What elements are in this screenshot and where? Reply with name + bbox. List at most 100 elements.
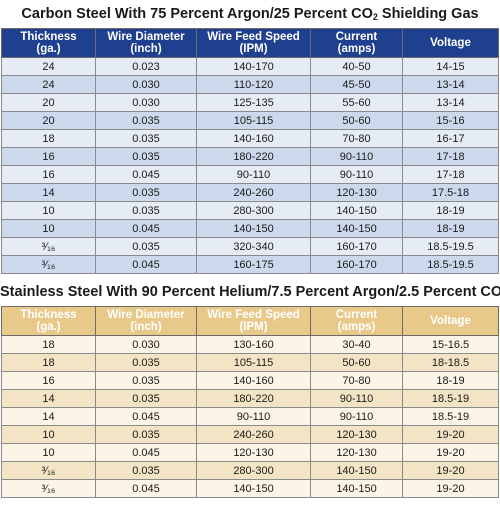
header-voltage: Voltage (402, 28, 499, 58)
cell-wire-diameter: 0.035 (95, 425, 197, 444)
table-row: 16 0.035 180-220 90-110 17-18 (1, 147, 499, 166)
cell-thickness: 16 (1, 165, 96, 184)
cell-wire-feed-speed: 130-160 (196, 335, 311, 354)
cell-current: 90-110 (310, 147, 403, 166)
cell-current: 120-130 (310, 183, 403, 202)
table-row: 10 0.045 140-150 140-150 18-19 (1, 219, 499, 238)
cell-current: 70-80 (310, 371, 403, 390)
header-row: Thickness (ga.) Wire Diameter (inch) Wire Fe… (1, 28, 499, 58)
cell-thickness: 10 (1, 425, 96, 444)
cell-thickness: 24 (1, 57, 96, 76)
header-unit: (IPM) (239, 43, 268, 55)
cell-current: 140-150 (310, 479, 403, 498)
cell-wire-feed-speed: 105-115 (196, 353, 311, 372)
title-text: Stainless Steel With 90 Percent Helium/7… (0, 284, 500, 300)
table-row: 14 0.045 90-110 90-110 18.5-19 (1, 407, 499, 426)
cell-voltage: 17-18 (402, 147, 499, 166)
title-text: Carbon Steel With 75 Percent Argon/25 Pe… (21, 6, 373, 22)
cell-wire-feed-speed: 140-150 (196, 219, 311, 238)
cell-thickness: 24 (1, 75, 96, 94)
cell-current: 50-60 (310, 353, 403, 372)
header-wire-feed-speed: Wire Feed Speed (IPM) (196, 306, 311, 336)
cell-wire-feed-speed: 90-110 (196, 165, 311, 184)
cell-wire-diameter: 0.030 (95, 93, 197, 112)
header-unit: (inch) (130, 321, 162, 333)
cell-current: 120-130 (310, 425, 403, 444)
table-row: 10 0.035 280-300 140-150 18-19 (1, 201, 499, 220)
cell-wire-feed-speed: 140-170 (196, 57, 311, 76)
cell-wire-diameter: 0.045 (95, 165, 197, 184)
cell-thickness: 20 (1, 93, 96, 112)
cell-wire-diameter: 0.035 (95, 147, 197, 166)
table-row: 14 0.035 240-260 120-130 17.5-18 (1, 183, 499, 202)
header-label: Current (335, 309, 378, 321)
cell-wire-diameter: 0.035 (95, 461, 197, 480)
cell-wire-diameter: 0.035 (95, 237, 197, 256)
cell-thickness: 16 (1, 371, 96, 390)
cell-voltage: 15-16 (402, 111, 499, 130)
cell-voltage: 18.5-19 (402, 407, 499, 426)
cell-thickness: 16 (1, 147, 96, 166)
table-row: ³⁄₁₆ 0.035 280-300 140-150 19-20 (1, 461, 499, 480)
table-row: ³⁄₁₆ 0.045 160-175 160-170 18.5-19.5 (1, 255, 499, 274)
cell-wire-feed-speed: 240-260 (196, 183, 311, 202)
table-row: ³⁄₁₆ 0.045 140-150 140-150 19-20 (1, 479, 499, 498)
cell-current: 45-50 (310, 75, 403, 94)
cell-wire-feed-speed: 120-130 (196, 443, 311, 462)
cell-wire-feed-speed: 320-340 (196, 237, 311, 256)
cell-wire-diameter: 0.023 (95, 57, 197, 76)
header-label: Wire Diameter (107, 31, 185, 43)
cell-voltage: 18.5-19.5 (402, 237, 499, 256)
cell-thickness: ³⁄₁₆ (1, 461, 96, 480)
header-unit: (inch) (130, 43, 162, 55)
title-tail: Shielding Gas (377, 6, 479, 22)
cell-thickness: 14 (1, 389, 96, 408)
header-wire-diameter: Wire Diameter (inch) (95, 306, 197, 336)
cell-voltage: 18-18.5 (402, 353, 499, 372)
cell-wire-diameter: 0.035 (95, 201, 197, 220)
header-row: Thickness (ga.) Wire Diameter (inch) Wire Fe… (1, 306, 499, 336)
header-wire-diameter: Wire Diameter (inch) (95, 28, 197, 58)
header-label: Voltage (430, 37, 471, 49)
table-row: 16 0.035 140-160 70-80 18-19 (1, 371, 499, 390)
header-label: Voltage (430, 315, 471, 327)
cell-wire-diameter: 0.045 (95, 479, 197, 498)
table-row: 20 0.030 125-135 55-60 13-14 (1, 93, 499, 112)
cell-wire-diameter: 0.045 (95, 443, 197, 462)
table-row: 18 0.030 130-160 30-40 15-16.5 (1, 335, 499, 354)
table-row: 10 0.035 240-260 120-130 19-20 (1, 425, 499, 444)
cell-wire-feed-speed: 280-300 (196, 461, 311, 480)
table-row: 24 0.030 110-120 45-50 13-14 (1, 75, 499, 94)
cell-thickness: ³⁄₁₆ (1, 255, 96, 274)
table-row: 18 0.035 105-115 50-60 18-18.5 (1, 353, 499, 372)
cell-current: 30-40 (310, 335, 403, 354)
cell-wire-feed-speed: 105-115 (196, 111, 311, 130)
cell-wire-diameter: 0.035 (95, 183, 197, 202)
header-label: Thickness (20, 31, 77, 43)
header-label: Wire Diameter (107, 309, 185, 321)
table-row: ³⁄₁₆ 0.035 320-340 160-170 18.5-19.5 (1, 237, 499, 256)
cell-current: 90-110 (310, 407, 403, 426)
cell-wire-feed-speed: 180-220 (196, 389, 311, 408)
cell-thickness: 18 (1, 129, 96, 148)
header-unit: (amps) (337, 43, 376, 55)
table-row: 24 0.023 140-170 40-50 14-15 (1, 57, 499, 76)
cell-voltage: 19-20 (402, 443, 499, 462)
carbon-steel-table: Thickness (ga.) Wire Diameter (inch) Wire Fe… (1, 28, 499, 274)
header-unit: (ga.) (36, 321, 61, 333)
cell-voltage: 15-16.5 (402, 335, 499, 354)
cell-voltage: 16-17 (402, 129, 499, 148)
cell-voltage: 13-14 (402, 75, 499, 94)
header-voltage: Voltage (402, 306, 499, 336)
cell-current: 70-80 (310, 129, 403, 148)
cell-voltage: 19-20 (402, 461, 499, 480)
cell-thickness: 20 (1, 111, 96, 130)
header-wire-feed-speed: Wire Feed Speed (IPM) (196, 28, 311, 58)
table-row: 14 0.035 180-220 90-110 18.5-19 (1, 389, 499, 408)
header-label: Current (335, 31, 378, 43)
cell-current: 55-60 (310, 93, 403, 112)
cell-voltage: 18-19 (402, 219, 499, 238)
cell-current: 40-50 (310, 57, 403, 76)
cell-voltage: 14-15 (402, 57, 499, 76)
cell-wire-diameter: 0.035 (95, 371, 197, 390)
